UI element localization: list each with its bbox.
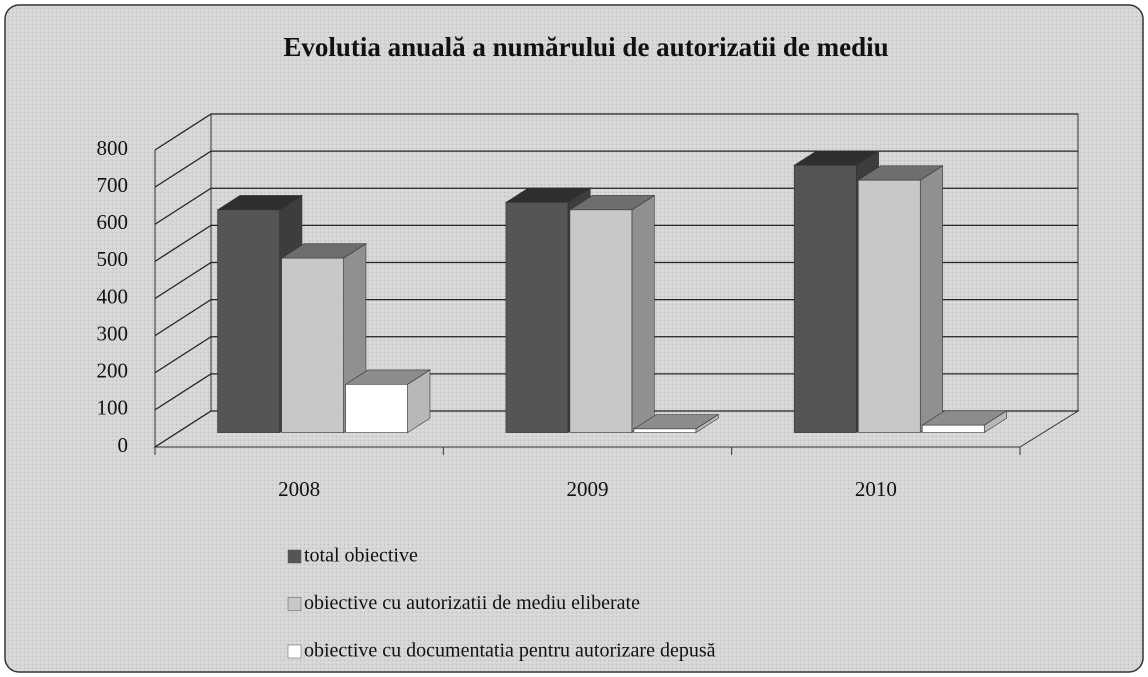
bar [217,209,280,433]
x-tick-label: 2009 [567,477,609,501]
legend-swatch [287,549,302,564]
legend-label: obiective cu autorizatii de mediu eliber… [304,592,640,614]
bar-side [919,165,943,434]
y-tick-label: 700 [97,173,129,197]
y-tick-label: 400 [97,284,129,308]
grid-line [154,224,1078,262]
grid-line [154,113,1078,151]
grid-line [154,150,1078,188]
bar [505,202,569,433]
x-tick-label: 2010 [855,477,897,501]
bar [569,209,633,433]
bar [281,257,344,433]
chart-title: Evolutia anuală a numărului de autorizat… [283,32,888,62]
y-tick-label: 600 [97,210,129,234]
grid-line [154,187,1078,225]
grid-line [154,336,1078,374]
bar [857,179,921,433]
grid-line [154,261,1078,300]
bar-side [631,194,655,434]
grid-line [154,410,1078,448]
bar [921,424,985,433]
legend-swatch [287,597,302,611]
y-tick-label: 100 [97,396,129,420]
legend-label: total obiective [304,545,418,567]
legend-swatch [287,644,302,659]
y-tick-label: 800 [97,136,129,160]
y-tick-label: 200 [97,359,129,383]
x-tick-label: 2008 [278,477,320,501]
y-tick-label: 300 [97,321,129,345]
grid-line [154,373,1078,411]
bar [633,428,697,433]
grid-line [154,298,1078,337]
legend-label: obiective cu documentatia pentru autoriz… [304,640,716,662]
y-tick-label: 0 [118,433,129,457]
bar [793,165,857,433]
bar [345,384,408,433]
y-tick-label: 500 [97,247,129,271]
